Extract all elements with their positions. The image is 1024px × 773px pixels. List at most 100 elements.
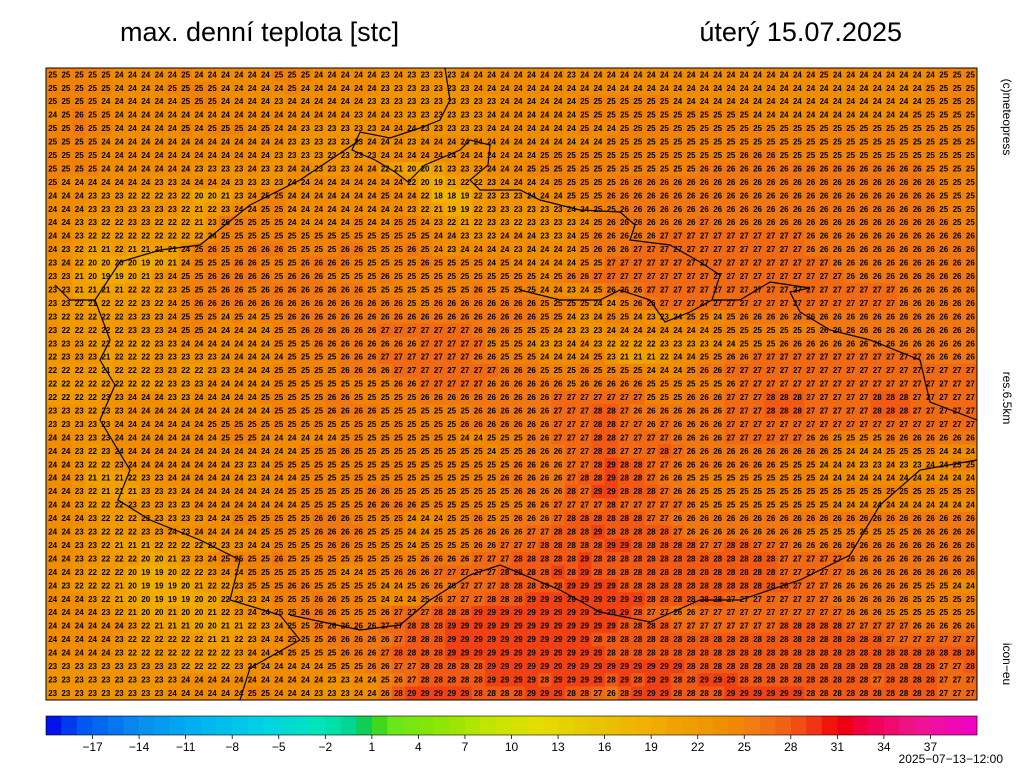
cell-value: 27 (407, 326, 416, 335)
cell-value: 26 (407, 380, 416, 389)
cell-value: 24 (155, 164, 164, 173)
cell-value: 27 (820, 259, 829, 268)
cell-value: 25 (301, 393, 310, 402)
cell-value: 27 (899, 380, 908, 389)
cell-fill (498, 68, 512, 82)
cell-value: 27 (886, 299, 895, 308)
cell-value: 26 (766, 218, 775, 227)
cell-value: 26 (341, 353, 350, 362)
cell-value: 24 (327, 191, 336, 200)
cell-value: 25 (607, 312, 616, 321)
cell-value: 24 (168, 151, 177, 160)
cell-value: 25 (527, 326, 536, 335)
cell-value: 26 (500, 326, 509, 335)
cell-value: 25 (527, 164, 536, 173)
cell-value: 25 (580, 245, 589, 254)
cell-value: 26 (633, 205, 642, 214)
cell-value: 24 (421, 138, 430, 147)
cell-value: 23 (394, 111, 403, 120)
cell-fill (192, 68, 207, 82)
cell-value: 24 (926, 70, 935, 79)
cell-value: 24 (500, 70, 509, 79)
cell-value: 24 (780, 97, 789, 106)
cell-value: 27 (421, 380, 430, 389)
cell-value: 25 (208, 84, 217, 93)
cell-value: 26 (833, 164, 842, 173)
cell-value: 26 (899, 339, 908, 348)
cell-value: 26 (886, 272, 895, 281)
cell-value: 24 (700, 326, 709, 335)
cell-value: 27 (926, 380, 935, 389)
cell-value: 27 (753, 245, 762, 254)
cell-value: 25 (593, 366, 602, 375)
cell-value: 25 (301, 380, 310, 389)
cell-value: 26 (234, 272, 243, 281)
cell-value: 24 (500, 97, 509, 106)
cell-value: 24 (208, 326, 217, 335)
cell-value: 23 (221, 205, 230, 214)
cell-value: 23 (155, 339, 164, 348)
cell-value: 25 (620, 124, 629, 133)
cell-value: 25 (288, 339, 297, 348)
cell-value: 24 (194, 339, 203, 348)
cell-value: 27 (780, 245, 789, 254)
cell-value: 21 (194, 218, 203, 227)
cell-value: 24 (527, 70, 536, 79)
cell-value: 25 (766, 339, 775, 348)
cell-value: 26 (740, 312, 749, 321)
cell-value: 25 (793, 138, 802, 147)
cell-value: 24 (381, 205, 390, 214)
cell-value: 25 (514, 326, 523, 335)
cell-value: 25 (820, 138, 829, 147)
cell-value: 27 (726, 259, 735, 268)
cell-value: 27 (953, 380, 962, 389)
cell-value: 26 (820, 218, 829, 227)
cell-value: 25 (700, 138, 709, 147)
cell-value: 22 (61, 326, 70, 335)
cell-value: 24 (394, 151, 403, 160)
cell-value: 24 (593, 84, 602, 93)
cell-value: 24 (647, 366, 656, 375)
cell-value: 22 (115, 339, 124, 348)
cell-value: 27 (740, 285, 749, 294)
cell-value: 23 (181, 393, 190, 402)
cell-value: 23 (487, 97, 496, 106)
cell-value: 23 (168, 191, 177, 200)
cell-value: 26 (593, 380, 602, 389)
cell-value: 19 (460, 205, 469, 214)
cell-value: 26 (926, 312, 935, 321)
cell-value: 26 (327, 259, 336, 268)
cell-value: 22 (75, 380, 84, 389)
cell-value: 23 (327, 138, 336, 147)
cell-value: 26 (261, 245, 270, 254)
cell-value: 25 (607, 151, 616, 160)
cell-value: 24 (700, 84, 709, 93)
cell-value: 23 (660, 339, 669, 348)
cell-value: 25 (713, 380, 722, 389)
cell-value: 25 (660, 124, 669, 133)
cell-value: 23 (168, 339, 177, 348)
cell-value: 27 (713, 232, 722, 241)
cell-value: 23 (474, 111, 483, 120)
cell-value: 25 (327, 245, 336, 254)
cell-value: 25 (846, 138, 855, 147)
cell-value: 23 (593, 339, 602, 348)
cell-value: 26 (846, 259, 855, 268)
cell-value: 23 (168, 205, 177, 214)
cell-value: 24 (500, 124, 509, 133)
cell-value: 24 (248, 111, 257, 120)
cell-value: 27 (647, 285, 656, 294)
cell-value: 26 (700, 178, 709, 187)
cell-value: 25 (234, 312, 243, 321)
cell-value: 24 (806, 97, 815, 106)
cell-value: 25 (713, 151, 722, 160)
cell-value: 24 (421, 151, 430, 160)
cell-value: 24 (261, 380, 270, 389)
cell-value: 27 (460, 353, 469, 362)
cell-value: 24 (115, 164, 124, 173)
cell-value: 23 (88, 353, 97, 362)
cell-value: 22 (155, 299, 164, 308)
cell-value: 24 (248, 393, 257, 402)
cell-value: 26 (886, 205, 895, 214)
cell-value: 26 (899, 232, 908, 241)
